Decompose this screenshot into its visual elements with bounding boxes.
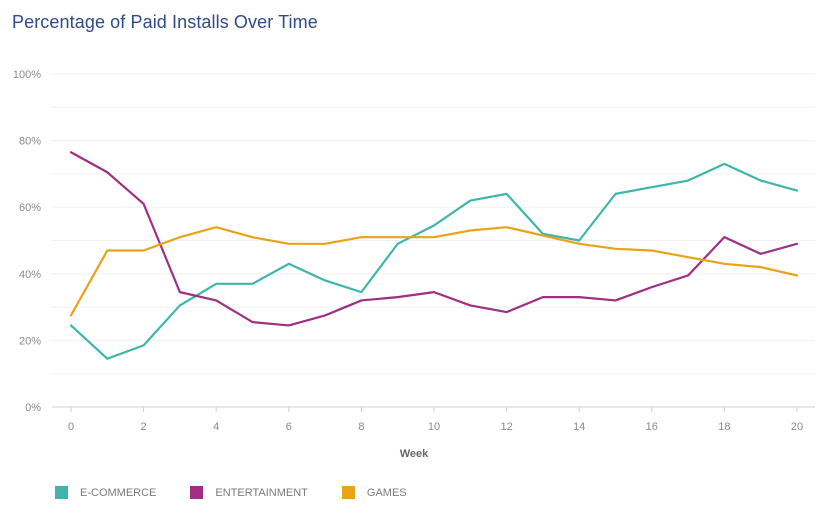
x-tick-label: 20	[791, 421, 803, 433]
series-line-e-commerce	[69, 162, 799, 360]
series-lines	[69, 151, 799, 360]
x-tick-label: 8	[358, 421, 364, 433]
legend-label: ENTERTAINMENT	[215, 486, 308, 499]
legend-swatch	[55, 486, 68, 499]
legend: E-COMMERCE ENTERTAINMENT GAMES	[55, 486, 407, 499]
series-line-entertainment	[69, 151, 799, 327]
x-tick-label: 14	[573, 421, 585, 433]
y-axis-ticks: 0% 20% 40% 60% 80% 100%	[13, 69, 41, 414]
x-tick-label: 4	[213, 421, 219, 433]
x-tick-label: 0	[68, 421, 74, 433]
x-tick-label: 2	[141, 421, 147, 433]
legend-item-entertainment[interactable]: ENTERTAINMENT	[190, 486, 308, 499]
x-axis-title: Week	[400, 448, 429, 460]
line-chart: 0% 20% 40% 60% 80% 100% 0 2 4 6 8 10 12 14 16 18 20 Wee…	[13, 69, 815, 460]
legend-item-e-commerce[interactable]: E-COMMERCE	[55, 486, 156, 499]
y-tick-label: 80%	[19, 136, 41, 148]
x-tick-label: 12	[500, 421, 512, 433]
y-tick-label: 40%	[19, 269, 41, 281]
legend-swatch	[190, 486, 204, 499]
series-line-games	[69, 226, 799, 317]
legend-label: GAMES	[366, 486, 407, 499]
chart-title: Percentage of Paid Installs Over Time	[12, 12, 318, 32]
x-tick-label: 10	[428, 421, 440, 433]
legend-label: E-COMMERCE	[80, 486, 157, 499]
legend-item-games[interactable]: GAMES	[341, 486, 407, 499]
x-axis-ticks: 0 2 4 6 8 10 12 14 16 18 20	[68, 407, 803, 433]
y-tick-label: 0%	[25, 402, 41, 414]
x-tick-label: 18	[718, 421, 730, 433]
legend-swatch	[341, 486, 355, 499]
y-tick-label: 100%	[13, 69, 41, 81]
x-tick-label: 16	[646, 421, 658, 433]
y-tick-label: 20%	[19, 335, 41, 347]
y-tick-label: 60%	[19, 202, 41, 214]
x-tick-label: 6	[286, 421, 292, 433]
grid-lines	[52, 73, 815, 408]
